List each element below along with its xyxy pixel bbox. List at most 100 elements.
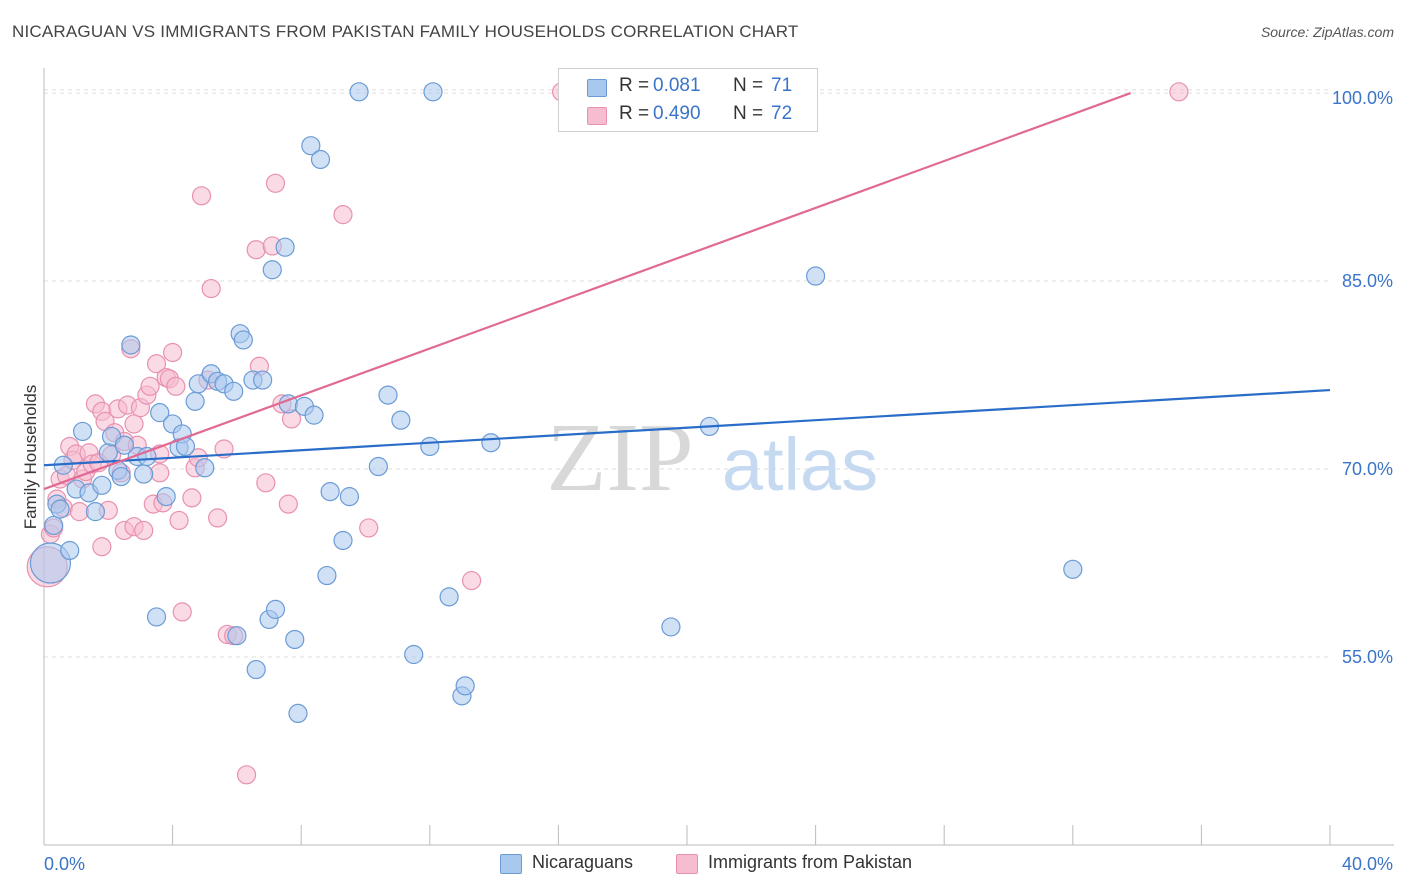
y-tick-label: 85.0% bbox=[1342, 271, 1393, 291]
data-point bbox=[98, 443, 118, 463]
bottom-legend-swatch-pink bbox=[676, 854, 698, 874]
data-point bbox=[461, 570, 482, 591]
data-point bbox=[391, 410, 411, 430]
data-point bbox=[150, 463, 170, 483]
data-point bbox=[304, 405, 324, 425]
trend-line bbox=[43, 388, 1331, 467]
data-point bbox=[185, 391, 205, 411]
bottom-legend-nicaraguans: Nicaraguans bbox=[500, 852, 670, 876]
data-point bbox=[29, 542, 72, 584]
y-tick-label: 70.0% bbox=[1342, 459, 1393, 479]
data-point bbox=[301, 136, 321, 156]
data-point bbox=[124, 414, 144, 434]
data-point bbox=[275, 237, 295, 257]
data-point bbox=[233, 330, 253, 350]
bottom-legend-label-pakistan: Immigrants from Pakistan bbox=[708, 852, 913, 872]
data-point bbox=[85, 502, 106, 522]
data-point bbox=[44, 515, 64, 536]
data-point bbox=[111, 466, 131, 487]
data-point bbox=[288, 703, 308, 724]
data-point bbox=[805, 266, 826, 286]
data-point bbox=[455, 676, 475, 696]
data-point bbox=[246, 240, 266, 260]
tick-labels: 55.0% 70.0% 85.0% 100.0% 0.0% 40.0% bbox=[44, 88, 1393, 874]
y-tick-label: 100.0% bbox=[1332, 88, 1393, 108]
stats-legend: R = 0.081 N = 71 R = 0.490 N = 72 bbox=[558, 68, 818, 132]
data-point bbox=[146, 607, 167, 627]
data-point bbox=[253, 370, 273, 390]
data-point bbox=[661, 617, 681, 637]
data-point bbox=[134, 464, 154, 484]
data-point bbox=[1063, 559, 1083, 579]
legend-r-value: 0.081 bbox=[653, 75, 701, 96]
data-point bbox=[146, 354, 167, 374]
legend-swatch-pink bbox=[587, 107, 607, 125]
data-point bbox=[182, 488, 202, 508]
nicaraguan-points bbox=[29, 80, 1083, 724]
data-point bbox=[339, 487, 360, 507]
legend-n-label: N = bbox=[733, 75, 764, 96]
axes bbox=[43, 68, 1394, 846]
legend-row-pakistan: R = 0.490 N = 72 bbox=[559, 101, 817, 127]
data-point bbox=[256, 473, 276, 493]
data-point bbox=[92, 475, 112, 495]
data-point bbox=[163, 342, 183, 363]
data-point bbox=[191, 186, 212, 206]
data-point bbox=[310, 149, 331, 170]
data-point bbox=[60, 540, 80, 561]
data-point bbox=[227, 626, 247, 646]
data-point bbox=[72, 421, 93, 442]
data-point bbox=[69, 502, 89, 522]
data-point bbox=[333, 530, 353, 551]
data-point bbox=[156, 487, 176, 507]
gridlines bbox=[44, 89, 1330, 658]
data-point bbox=[169, 510, 189, 531]
data-point bbox=[150, 403, 170, 423]
data-point bbox=[1169, 82, 1189, 102]
data-point bbox=[246, 659, 266, 680]
legend-n-value: 72 bbox=[771, 103, 793, 124]
data-point bbox=[208, 508, 228, 528]
chart-source: Source: ZipAtlas.com bbox=[1260, 24, 1394, 40]
x-tick-label: 0.0% bbox=[44, 854, 85, 874]
legend-r-label: R = bbox=[619, 103, 650, 124]
data-point bbox=[349, 82, 369, 102]
trend-line bbox=[43, 92, 1132, 491]
data-point bbox=[121, 335, 141, 355]
data-point bbox=[134, 520, 154, 541]
chart-title: NICARAGUAN VS IMMIGRANTS FROM PAKISTAN F… bbox=[12, 22, 799, 41]
bottom-legend-label-nicaraguans: Nicaraguans bbox=[532, 852, 634, 872]
bottom-legend-swatch-blue bbox=[500, 854, 522, 874]
data-point bbox=[92, 537, 112, 557]
x-tick-label: 40.0% bbox=[1342, 854, 1393, 874]
legend-r-value: 0.490 bbox=[653, 103, 701, 124]
data-point bbox=[262, 260, 282, 280]
data-point bbox=[423, 82, 443, 102]
data-point bbox=[166, 376, 186, 396]
data-point bbox=[378, 385, 398, 405]
data-point bbox=[278, 494, 298, 514]
data-point bbox=[265, 173, 286, 193]
data-point bbox=[320, 481, 340, 502]
data-point bbox=[50, 499, 70, 519]
data-point bbox=[359, 518, 379, 538]
watermark-zip: ZIP bbox=[547, 404, 694, 512]
y-axis-label: Family Households bbox=[21, 385, 40, 530]
data-point bbox=[172, 602, 192, 622]
data-point bbox=[195, 458, 215, 478]
data-point bbox=[404, 644, 424, 665]
data-point bbox=[224, 381, 244, 401]
data-point bbox=[140, 376, 160, 396]
data-point bbox=[420, 436, 440, 457]
y-tick-label: 55.0% bbox=[1342, 647, 1393, 667]
data-point bbox=[285, 629, 305, 650]
data-point bbox=[439, 587, 459, 607]
data-point bbox=[368, 456, 388, 477]
data-point bbox=[114, 435, 134, 455]
data-point bbox=[201, 278, 221, 299]
data-point bbox=[265, 599, 286, 619]
data-point bbox=[236, 765, 257, 785]
legend-row-nicaraguans: R = 0.081 N = 71 bbox=[559, 73, 817, 99]
data-point bbox=[317, 565, 337, 586]
